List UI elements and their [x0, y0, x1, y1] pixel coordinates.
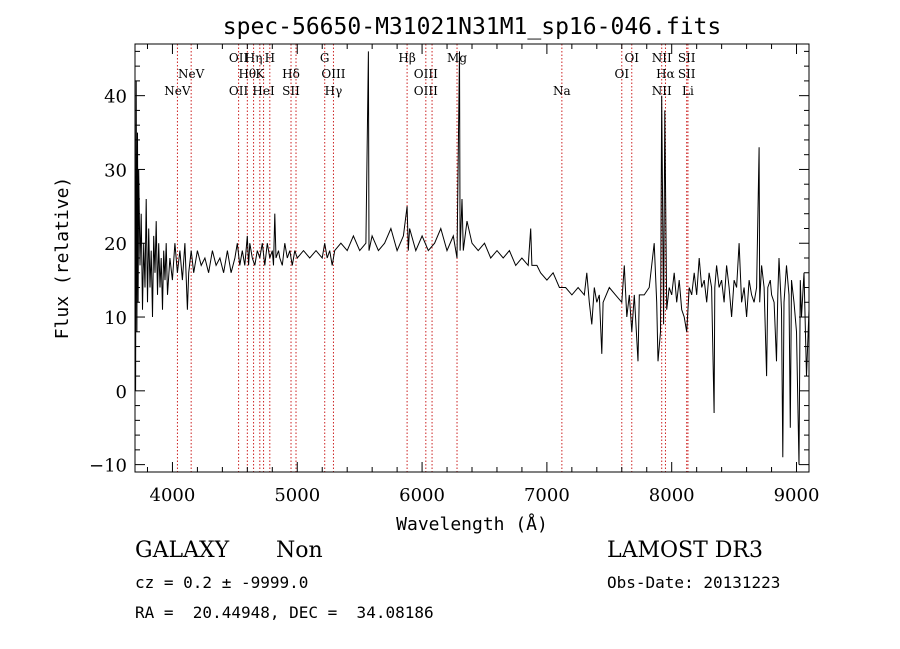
y-tick-label: 10	[104, 308, 127, 329]
line-label: NII	[652, 51, 672, 65]
line-label: HeI	[252, 84, 275, 98]
line-label: OI	[614, 67, 629, 81]
line-label: OII	[229, 84, 249, 98]
emission-line-labels: NeV NeV OII OII Hθ Hη K HeI H Hδ SII G OIII Hγ Hβ OIII O…	[164, 51, 695, 98]
line-label: NeV	[164, 84, 191, 98]
y-axis-ticks: −10 0 10 20 30 40	[89, 50, 809, 477]
spectrum-line	[134, 51, 810, 465]
x-tick-label: 6000	[399, 485, 445, 506]
line-label: Na	[553, 84, 571, 98]
coordinates-ra-dec: RA = 20.44948, DEC = 34.08186	[135, 603, 434, 622]
chart-title: spec-56650-M31021N31M1_sp16-046.fits	[223, 14, 722, 40]
survey-name: LAMOST DR3	[607, 538, 763, 563]
emission-line-markers	[176, 44, 689, 472]
line-label: SII	[678, 67, 696, 81]
y-axis-label: Flux (relative)	[52, 177, 73, 340]
y-tick-label: 0	[116, 382, 127, 403]
line-label: NeV	[178, 67, 205, 81]
object-class: GALAXY	[135, 538, 230, 563]
line-label: K	[255, 67, 265, 81]
line-label: NII	[652, 84, 672, 98]
line-label: OIII	[321, 67, 345, 81]
x-axis-ticks: 4000 5000 6000 7000 8000 9000	[146, 44, 820, 506]
line-label: SII	[282, 84, 300, 98]
y-tick-label: 20	[104, 234, 127, 255]
x-axis-label: Wavelength (Å)	[396, 513, 548, 535]
line-label: Hβ	[398, 51, 415, 65]
y-tick-label: −10	[89, 456, 127, 477]
line-label: OIII	[414, 84, 438, 98]
line-label: SII	[678, 51, 696, 65]
line-label: OI	[624, 51, 639, 65]
x-tick-label: 5000	[274, 485, 320, 506]
line-label: OII	[229, 51, 249, 65]
observation-date: Obs-Date: 20131223	[607, 573, 781, 592]
x-tick-label: 7000	[524, 485, 570, 506]
line-label: Hδ	[282, 67, 300, 81]
redshift-cz: cz = 0.2 ± -9999.0	[135, 573, 309, 592]
y-tick-label: 40	[104, 87, 127, 108]
line-label: Hη	[245, 51, 263, 65]
x-tick-label: 9000	[774, 485, 820, 506]
object-subclass: Non	[276, 538, 323, 563]
y-tick-label: 30	[104, 160, 127, 181]
x-tick-label: 8000	[649, 485, 695, 506]
plot-frame	[134, 43, 810, 473]
line-label: Hθ	[238, 67, 256, 81]
line-label: Hα	[656, 67, 675, 81]
line-label: G	[320, 51, 330, 65]
line-label: Mg	[447, 51, 467, 65]
x-tick-label: 4000	[150, 485, 196, 506]
line-label: OIII	[414, 67, 438, 81]
line-label: H	[265, 51, 275, 65]
line-label: Hγ	[325, 84, 343, 98]
line-label: Li	[682, 84, 694, 98]
